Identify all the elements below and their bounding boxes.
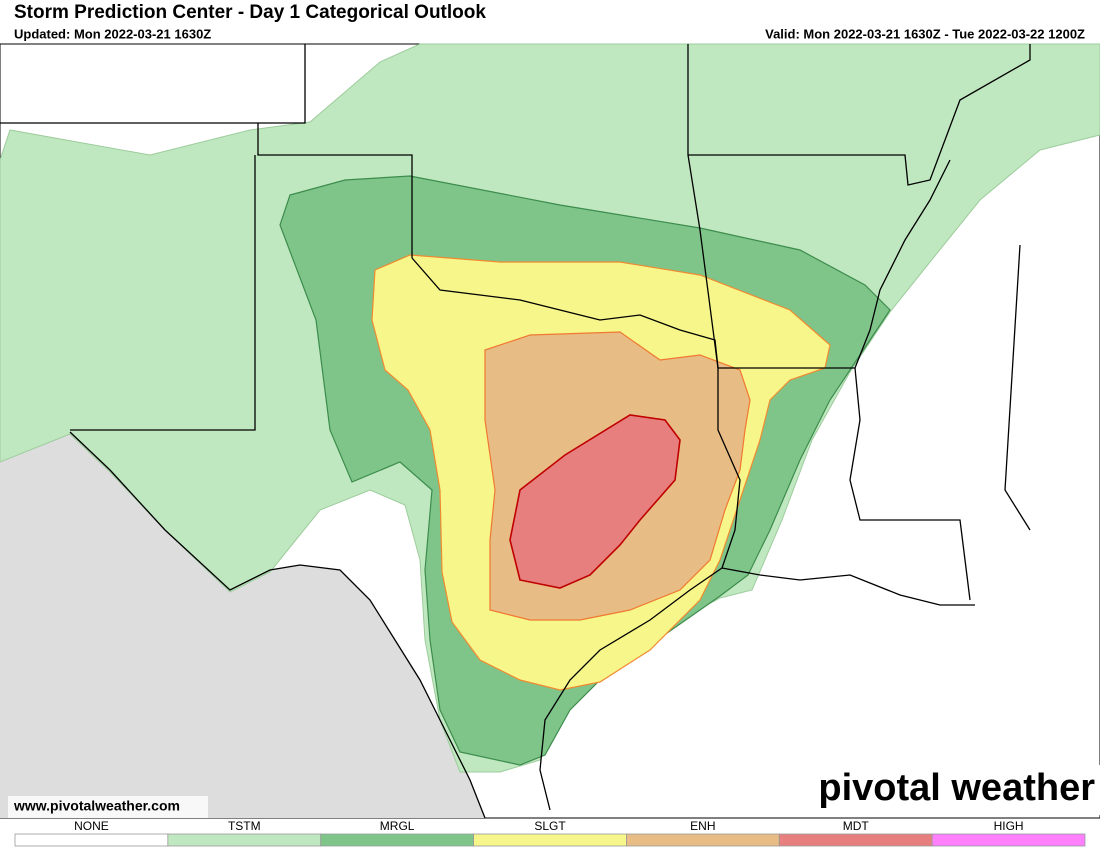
state-line bbox=[849, 367, 971, 601]
state-line bbox=[1004, 244, 1031, 531]
state-line bbox=[70, 155, 256, 431]
legend-swatch bbox=[931, 833, 1086, 847]
state-line bbox=[411, 257, 719, 369]
state-borders bbox=[0, 44, 1031, 819]
legend: NONE TSTM MRGL SLGT ENH MDT HIGH bbox=[14, 819, 1086, 847]
legend-label: HIGH bbox=[994, 819, 1024, 833]
logo: pivotal weather bbox=[818, 767, 1095, 809]
title: Storm Prediction Center - Day 1 Categori… bbox=[14, 2, 486, 23]
legend-label: ENH bbox=[690, 819, 715, 833]
valid-time: Valid: Mon 2022-03-21 1630Z - Tue 2022-0… bbox=[765, 26, 1085, 41]
legend-swatch bbox=[626, 833, 780, 847]
mexico bbox=[0, 432, 485, 818]
legend-label: MRGL bbox=[380, 819, 415, 833]
legend-label: MDT bbox=[843, 819, 870, 833]
legend-label: NONE bbox=[74, 819, 109, 833]
legend-swatch bbox=[473, 833, 627, 847]
state-line bbox=[0, 44, 306, 124]
legend-swatch bbox=[320, 833, 474, 847]
website-bg bbox=[8, 796, 208, 818]
legend-label: TSTM bbox=[228, 819, 261, 833]
legend-swatch bbox=[778, 833, 933, 847]
updated-time: Updated: Mon 2022-03-21 1630Z bbox=[14, 26, 211, 41]
state-line bbox=[687, 44, 741, 569]
coast bbox=[539, 567, 723, 811]
coast bbox=[721, 567, 975, 606]
legend-swatch bbox=[14, 833, 169, 847]
website: www.pivotalweather.com bbox=[13, 798, 180, 814]
legend-label: SLGT bbox=[534, 819, 566, 833]
logo-bg bbox=[775, 765, 1100, 815]
mdt-area bbox=[509, 414, 681, 589]
legend-swatch bbox=[167, 833, 322, 847]
border bbox=[69, 431, 486, 819]
map: www.pivotalweather.com pivotal weather bbox=[0, 43, 1100, 819]
state-line bbox=[257, 123, 413, 258]
state-line bbox=[688, 44, 1031, 186]
